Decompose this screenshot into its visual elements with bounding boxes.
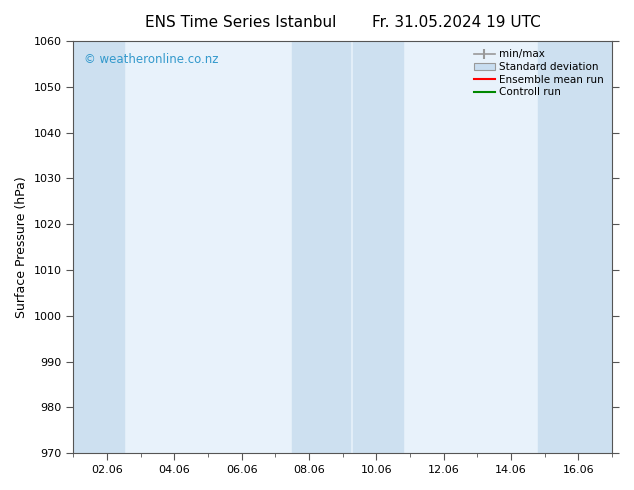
Bar [74, 41, 124, 453]
Text: Fr. 31.05.2024 19 UTC: Fr. 31.05.2024 19 UTC [372, 15, 541, 30]
Bar [538, 41, 612, 453]
Bar [353, 41, 403, 453]
Y-axis label: Surface Pressure (hPa): Surface Pressure (hPa) [15, 176, 28, 318]
Text: ENS Time Series Istanbul: ENS Time Series Istanbul [145, 15, 337, 30]
Bar [292, 41, 349, 453]
Legend: min/max, Standard deviation, Ensemble mean run, Controll run: min/max, Standard deviation, Ensemble me… [471, 46, 607, 100]
Text: © weatheronline.co.nz: © weatheronline.co.nz [84, 53, 219, 67]
